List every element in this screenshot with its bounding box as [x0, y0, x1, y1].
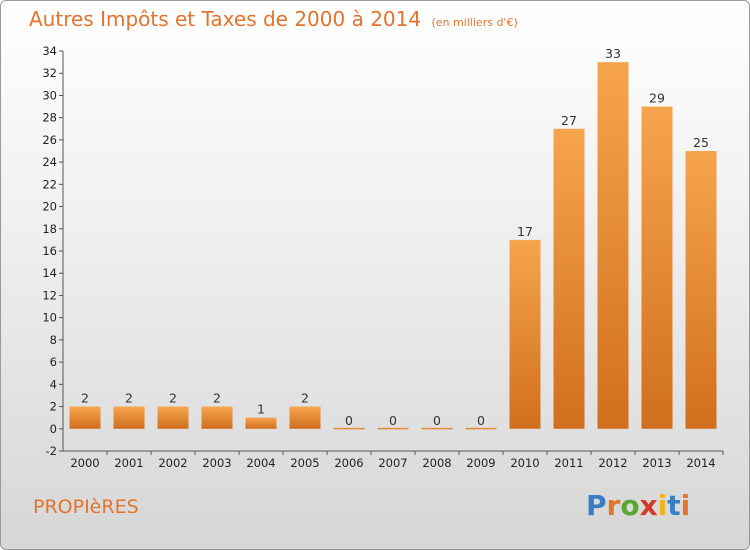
bar-value-label: 2 — [213, 391, 221, 406]
bar — [685, 151, 717, 429]
bar — [597, 62, 629, 429]
bar-value-label: 2 — [301, 391, 309, 406]
y-tick-label: 2 — [50, 400, 57, 414]
y-tick-label: 6 — [50, 355, 57, 369]
chart-title-text: Autres Impôts et Taxes de 2000 à 2014 — [29, 7, 422, 31]
bar-value-label: 0 — [389, 413, 397, 428]
bar-value-label: 29 — [649, 91, 665, 106]
y-tick-label: 8 — [50, 333, 57, 347]
bar-value-label: 27 — [561, 113, 577, 128]
bar — [641, 106, 673, 429]
y-tick-label: 0 — [50, 422, 57, 436]
bar-value-label: 0 — [433, 413, 441, 428]
bar — [465, 427, 497, 430]
x-tick-label: 2001 — [114, 456, 143, 470]
y-tick-label: 20 — [42, 200, 57, 214]
x-tick-label: 2009 — [466, 456, 495, 470]
bar — [157, 406, 189, 429]
y-tick-label: 26 — [42, 133, 57, 147]
y-tick-label: 18 — [42, 222, 57, 236]
x-tick-label: 2000 — [70, 456, 99, 470]
x-tick-label: 2014 — [686, 456, 715, 470]
bar — [509, 239, 541, 429]
y-tick-label: 34 — [42, 44, 57, 58]
x-tick-label: 2002 — [158, 456, 187, 470]
x-tick-label: 2012 — [598, 456, 627, 470]
bar — [289, 406, 321, 429]
x-tick-label: 2008 — [422, 456, 451, 470]
x-tick-label: 2004 — [246, 456, 275, 470]
y-tick-label: 30 — [42, 88, 57, 102]
chart-title: Autres Impôts et Taxes de 2000 à 2014 (e… — [29, 7, 518, 31]
x-tick-label: 2007 — [378, 456, 407, 470]
y-tick-label: 16 — [42, 244, 57, 258]
x-tick-label: 2005 — [290, 456, 319, 470]
x-tick-label: 2006 — [334, 456, 363, 470]
bar — [113, 406, 145, 429]
y-tick-label: 12 — [42, 288, 57, 302]
y-tick-label: 32 — [42, 66, 57, 80]
bar — [553, 128, 585, 429]
bar-value-label: 1 — [257, 402, 265, 417]
bar — [333, 427, 365, 430]
proxiti-logo[interactable]: Proxiti — [586, 489, 691, 522]
x-tick-label: 2013 — [642, 456, 671, 470]
bar-value-label: 0 — [345, 413, 353, 428]
y-tick-label: 24 — [42, 155, 57, 169]
y-tick-label: 14 — [42, 266, 57, 280]
x-tick-label: 2011 — [554, 456, 583, 470]
bar-value-label: 33 — [605, 46, 621, 61]
bar — [421, 427, 453, 430]
bar — [69, 406, 101, 429]
bar-value-label: 2 — [169, 391, 177, 406]
y-tick-label: 22 — [42, 177, 57, 191]
bar-value-label: 0 — [477, 413, 485, 428]
y-tick-label: 10 — [42, 311, 57, 325]
bar — [201, 406, 233, 429]
bar-value-label: 2 — [81, 391, 89, 406]
place-name: PROPIèRES — [33, 496, 139, 518]
bar — [245, 417, 277, 429]
bar-value-label: 17 — [517, 224, 533, 239]
bar-value-label: 2 — [125, 391, 133, 406]
bar-value-label: 25 — [693, 135, 709, 150]
y-tick-label: 4 — [50, 377, 57, 391]
y-tick-label: 28 — [42, 111, 57, 125]
x-tick-label: 2003 — [202, 456, 231, 470]
x-tick-label: 2010 — [510, 456, 539, 470]
bar — [377, 427, 409, 430]
chart-unit: (en milliers d'€) — [431, 16, 518, 29]
y-tick-label: -2 — [46, 444, 57, 458]
